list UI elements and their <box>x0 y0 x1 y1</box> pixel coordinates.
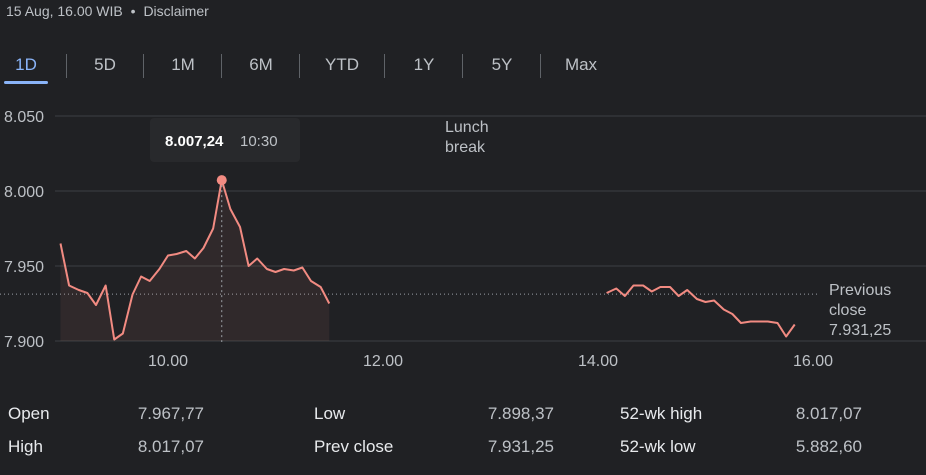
tab-1d[interactable]: 1D <box>0 48 52 84</box>
prev-close-value: 7.931,25 <box>487 437 554 456</box>
tab-divider <box>143 54 144 78</box>
lunch-break-label: Lunch <box>445 119 489 136</box>
x-tick-label: 10.00 <box>148 353 188 370</box>
tab-divider <box>66 54 67 78</box>
tab-divider <box>540 54 541 78</box>
previous-close-label: Previous <box>829 282 891 299</box>
price-chart[interactable]: 8.050 8.000 7.950 7.900 10.00 12.00 14.00 16.00… <box>0 100 926 380</box>
afternoon-series-line <box>606 284 796 338</box>
time-range-tabs: 1D 5D 1M 6M YTD 1Y 5Y Max <box>0 48 640 84</box>
tooltip-value: 8.007,24 <box>165 133 224 150</box>
y-tick-label: 8.000 <box>4 184 44 201</box>
disclaimer-link[interactable]: Disclaimer <box>143 3 209 19</box>
tab-max[interactable]: Max <box>564 55 598 74</box>
open-value: 7.967,77 <box>137 404 204 423</box>
previous-close-label: close <box>829 302 866 319</box>
tab-5d[interactable]: 5D <box>94 55 116 74</box>
tooltip-box <box>150 118 300 162</box>
low-label: Low <box>314 404 346 423</box>
morning-series-line <box>59 179 331 341</box>
price-marker <box>216 175 227 186</box>
low-value: 7.898,37 <box>487 404 554 423</box>
52-wk-low-label: 52-wk low <box>620 437 696 456</box>
tab-5y[interactable]: 5Y <box>491 55 513 74</box>
prev-close-label: Prev close <box>314 437 394 456</box>
stats-panel: Open 7.967,77 High 8.017,07 Low 7.898,37… <box>0 396 926 466</box>
x-tick-label: 14.00 <box>578 353 618 370</box>
tab-divider <box>299 54 300 78</box>
tab-divider <box>384 54 385 78</box>
52-wk-low-value: 5.882,60 <box>795 437 862 456</box>
x-tick-label: 12.00 <box>363 353 403 370</box>
tab-ytd[interactable]: YTD <box>325 55 359 74</box>
timestamp: 15 Aug, 16.00 WIB <box>6 3 123 19</box>
high-label: High <box>8 437 43 456</box>
52-wk-high-label: 52-wk high <box>620 404 703 423</box>
high-value: 8.017,07 <box>137 437 204 456</box>
tab-divider <box>221 54 222 78</box>
52-wk-high-value: 8.017,07 <box>795 404 862 423</box>
y-tick-label: 8.050 <box>4 109 44 126</box>
tab-6m[interactable]: 6M <box>249 55 273 74</box>
tab-1y[interactable]: 1Y <box>413 55 435 74</box>
previous-close-value: 7.931,25 <box>829 322 891 339</box>
morning-area <box>60 180 330 341</box>
chart-header: 15 Aug, 16.00 WIB • Disclaimer <box>6 3 209 19</box>
open-label: Open <box>8 404 50 423</box>
tab-divider <box>462 54 463 78</box>
tooltip-time: 10:30 <box>240 133 278 150</box>
lunch-break-label: break <box>445 139 486 156</box>
y-tick-label: 7.900 <box>4 334 44 351</box>
header-separator: • <box>130 3 136 19</box>
y-tick-label: 7.950 <box>4 259 44 276</box>
x-tick-label: 16.00 <box>793 353 833 370</box>
tab-1m[interactable]: 1M <box>171 55 195 74</box>
